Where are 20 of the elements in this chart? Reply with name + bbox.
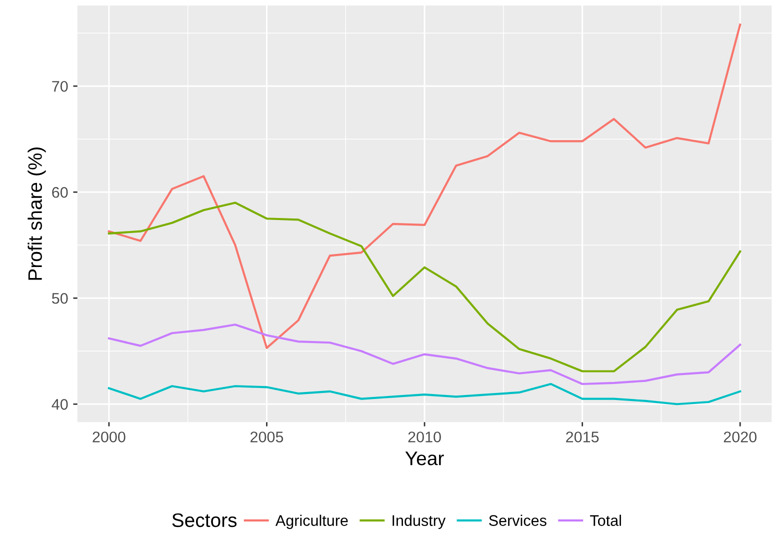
y-tick-label: 60: [52, 186, 68, 198]
y-tick-label: 50: [52, 292, 68, 304]
legend-label: Agriculture: [275, 514, 348, 529]
x-tick-label: 2020: [724, 432, 757, 442]
legend-label: Industry: [392, 514, 446, 529]
x-tick-label: 2010: [408, 432, 441, 442]
x-axis-title: Year: [405, 452, 444, 466]
x-tick-label: 2015: [566, 432, 599, 442]
y-axis-title: Profit share (%): [28, 148, 46, 280]
legend-title: Sectors: [172, 513, 237, 528]
line-series: [108, 202, 742, 372]
legend-label: Services: [489, 514, 546, 526]
y-tick-label: 70: [52, 80, 68, 92]
x-tick-label: 2000: [92, 432, 126, 442]
y-tick-label: 40: [52, 398, 68, 410]
legend-label: Total: [590, 514, 621, 526]
x-tick-label: 2005: [250, 432, 284, 442]
line-series: [108, 324, 742, 386]
line-series: [108, 382, 742, 406]
line-series: [108, 24, 742, 349]
